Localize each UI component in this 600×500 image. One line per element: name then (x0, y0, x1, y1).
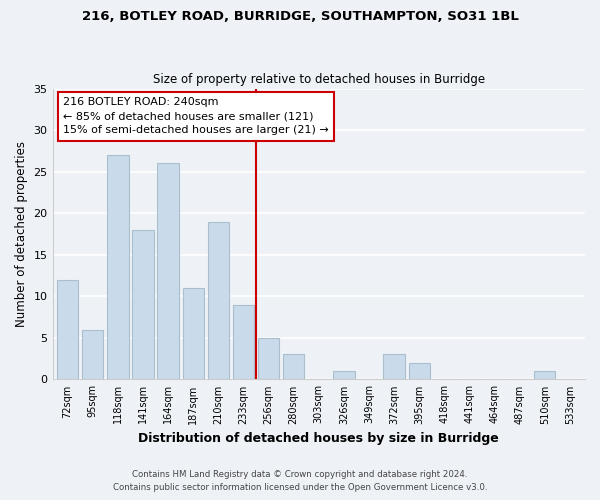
Bar (157, 164, 179, 380)
Text: Contains HM Land Registry data © Crown copyright and database right 2024.
Contai: Contains HM Land Registry data © Crown c… (113, 470, 487, 492)
Text: 216 BOTLEY ROAD: 240sqm
← 85% of detached houses are smaller (121)
15% of semi-d: 216 BOTLEY ROAD: 240sqm ← 85% of detache… (63, 98, 329, 136)
Y-axis label: Number of detached properties: Number of detached properties (15, 141, 28, 327)
Bar (383, 354, 405, 380)
Bar (283, 354, 304, 380)
Bar (258, 338, 279, 380)
Bar (182, 288, 204, 380)
Bar (82, 330, 103, 380)
Bar (534, 371, 556, 380)
Text: 216, BOTLEY ROAD, BURRIDGE, SOUTHAMPTON, SO31 1BL: 216, BOTLEY ROAD, BURRIDGE, SOUTHAMPTON,… (82, 10, 518, 23)
Bar (208, 222, 229, 380)
Bar (132, 230, 154, 380)
Bar (333, 371, 355, 380)
Bar (409, 363, 430, 380)
X-axis label: Distribution of detached houses by size in Burridge: Distribution of detached houses by size … (139, 432, 499, 445)
Title: Size of property relative to detached houses in Burridge: Size of property relative to detached ho… (153, 73, 485, 86)
Bar (107, 155, 128, 380)
Bar (57, 280, 78, 380)
Bar (233, 304, 254, 380)
